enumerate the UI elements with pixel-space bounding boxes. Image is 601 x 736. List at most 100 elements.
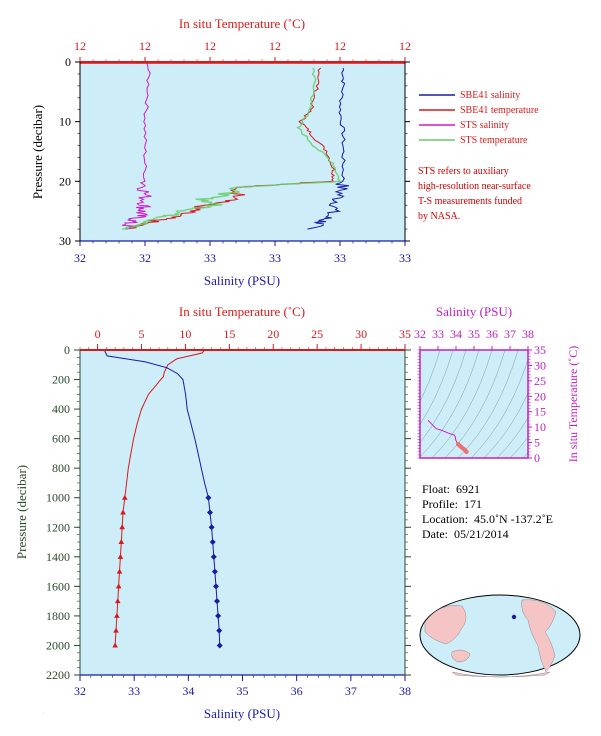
ts-temp-tick-label: 30 [534,358,546,372]
bottom-pressure-tick-label: 2200 [46,668,70,682]
top-salinity-tick-label: 33 [204,251,216,265]
legend-label: SBE41 temperature [460,105,539,116]
ts-temp-axis-title: In situ Temperature (˚C) [566,346,580,463]
float-location-marker [511,614,517,620]
bottom-salinity-tick-label: 36 [291,684,303,698]
location-label: Location: [422,512,468,526]
bottom-salinity-tick-label: 38 [399,684,411,698]
profile-value: 171 [464,497,482,511]
ts-temp-tick-label: 0 [534,451,540,465]
ts-density-contour [431,350,493,458]
date-info-row: Date: 05/21/2014 [422,527,553,542]
bottom-temp-tick-label: 0 [95,327,101,341]
ts-density-contour [420,350,480,458]
map-land-australia [451,649,471,663]
location-info-row: Location: 45.0˚N -137.2˚E [422,512,553,527]
float-value: 6921 [456,482,481,496]
top-temp-tick-label: 12 [334,39,346,53]
top-temp-tick-label: 12 [139,39,151,53]
ts-density-contour [509,436,528,458]
location-value: 45.0˚N -137.2˚E [473,512,553,526]
ts-density-contour [420,350,454,425]
ts-density-contour [420,350,467,443]
ts-salinity-tick-label: 35 [468,327,480,341]
bottom-pressure-tick-label: 1200 [46,520,70,534]
bottom-temp-tick-label: 20 [267,327,279,341]
top-pressure-tick-label: 30 [59,234,71,248]
bottom-temp-tick-label: 35 [399,327,411,341]
temperature-point [116,568,123,574]
bottom-temp-axis-title: In situ Temperature (˚C) [179,304,305,319]
ts-salinity-tick-label: 36 [486,327,498,341]
top-pressure-tick-label: 0 [65,55,71,69]
bottom-pressure-axis-title: Pressure (decibar) [14,465,29,559]
bottom-salinity-tick-label: 33 [128,684,140,698]
salinity-point [208,524,215,531]
temperature-point [114,612,120,618]
salinity-point [207,509,213,516]
temperature-point [117,553,124,559]
ts-density-contour [420,350,441,403]
salinity-point [212,583,219,590]
bottom-pressure-tick-label: 600 [52,432,70,446]
salinity-point [210,553,217,560]
salinity-point [215,612,222,619]
temperature-point [113,627,119,633]
bottom-salinity-tick-label: 35 [237,684,249,698]
salinity-point [216,627,223,634]
top-pressure-axis-title: Pressure (decibar) [30,105,45,199]
legend-label: STS salinity [460,120,509,131]
top-salinity-axis-title: Salinity (PSU) [204,273,280,288]
ts-density-contour [496,417,528,458]
bottom-temp-tick-label: 5 [138,327,144,341]
bottom-salinity-tick-label: 34 [182,684,194,698]
temperature-point [112,642,118,648]
sts-note-line-1: STS refers to auxiliary [418,166,509,177]
bottom-temp-tick-label: 10 [179,327,191,341]
temperature-point [120,509,126,515]
top-temp-tick-label: 12 [269,39,281,53]
bottom-pressure-tick-label: 400 [52,402,70,416]
top-temp-tick-label: 12 [204,39,216,53]
top-salinity-tick-label: 33 [399,251,411,265]
bottom-pressure-tick-label: 200 [52,373,70,387]
salinity-point [205,494,212,501]
date-label: Date: [422,527,448,541]
bottom-salinity-tick-label: 37 [345,684,357,698]
top-salinity-tick-label: 33 [269,251,281,265]
legend-label: STS temperature [460,135,528,146]
bottom-salinity-axis-title: Salinity (PSU) [204,706,280,721]
top-salinity-tick-label: 32 [74,251,86,265]
ts-temp-tick-label: 15 [534,405,546,419]
profile-label: Profile: [422,497,458,511]
ts-salinity-tick-label: 34 [450,327,462,341]
ts-salinity-tick-label: 37 [504,327,516,341]
sts-note-line-3: T-S measurements funded [418,196,523,207]
temperature-point [121,494,128,500]
ts-density-contour [444,350,506,458]
bottom-plot-area [80,350,405,675]
ts-salinity-tick-label: 38 [522,327,534,341]
ts-temp-tick-label: 20 [534,389,546,403]
bottom-temp-tick-label: 15 [223,327,235,341]
bottom-temp-tick-label: 25 [311,327,323,341]
top-temp-tick-label: 12 [74,39,86,53]
top-series-line-sts-salinity [121,61,152,230]
temperature-point [119,524,125,530]
salinity-point [211,568,218,575]
top-salinity-tick-label: 32 [139,251,151,265]
salinity-point [209,539,216,546]
ts-density-contour [470,358,528,458]
profile-info-row: Profile: 171 [422,497,553,512]
top-salinity-tick-label: 33 [334,251,346,265]
ts-temp-tick-label: 5 [534,436,540,450]
ts-density-contour [483,392,528,458]
sts-note-line-2: high-resolution near-surface [418,181,531,192]
float-info: Float: 6921 Profile: 171 Location: 45.0˚… [422,482,553,542]
ts-salinity-tick-label: 33 [432,327,444,341]
top-series-line-sbe41-salinity [307,67,350,230]
bottom-pressure-tick-label: 1600 [46,579,70,593]
top-pressure-tick-label: 10 [59,115,71,129]
ts-temp-tick-label: 35 [534,343,546,357]
